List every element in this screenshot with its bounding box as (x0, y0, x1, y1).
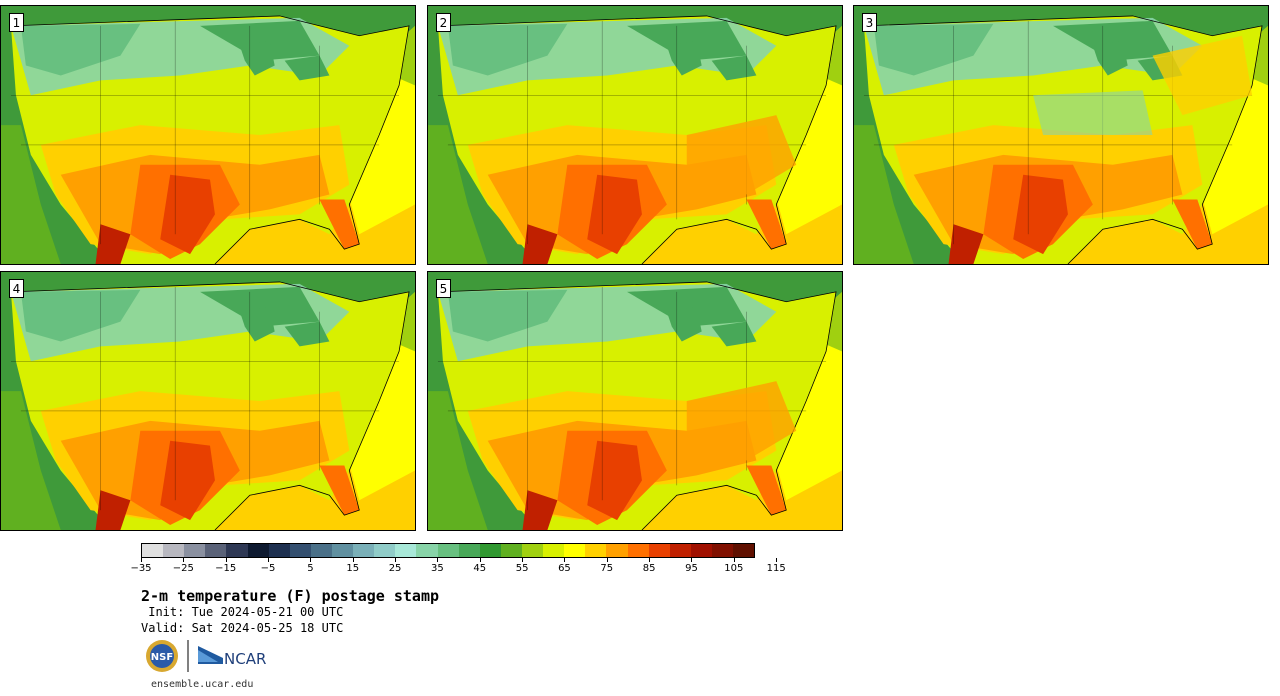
colorbar-tick-label: 105 (724, 563, 744, 574)
colorbar-swatch (289, 544, 311, 557)
colorbar-swatch (268, 544, 290, 557)
colorbar-swatch (543, 544, 565, 557)
colorbar-swatch (163, 544, 185, 557)
colorbar-swatch (353, 544, 375, 557)
colorbar-swatch (416, 544, 438, 557)
colorbar-tick-label: 65 (558, 563, 571, 574)
colorbar-swatch (331, 544, 354, 557)
colorbar-swatch (606, 544, 628, 557)
colorbar-tick (310, 558, 312, 562)
colorbar-swatch (564, 544, 586, 557)
init-time: Init: Tue 2024-05-21 00 UTC (141, 605, 344, 619)
panel-number-label: 2 (436, 13, 451, 32)
map-panel-2: 2 (427, 5, 843, 265)
colorbar-swatch (479, 544, 501, 557)
colorbar-tick-label: 115 (766, 563, 786, 574)
colorbar-tick-label: 15 (346, 563, 360, 574)
colorbar-tick-label: 25 (388, 563, 402, 574)
map-panel-3: 3 (853, 5, 1269, 265)
valid-time: Valid: Sat 2024-05-25 18 UTC (141, 621, 344, 635)
colorbar-swatch (184, 544, 206, 557)
colorbar-tick-label: 75 (600, 563, 614, 574)
colorbar-ticks: −35 −25 −15 −5 5 15 25 35 45 55 65 75 85 95 105 115 (130, 558, 786, 578)
map-svg (428, 6, 842, 264)
panel-number-label: 5 (436, 279, 451, 298)
nsf-logo-text: NSF (151, 652, 173, 663)
colorbar-tick (225, 558, 227, 562)
colorbar-tick (437, 558, 439, 562)
colorbar-tick (352, 558, 354, 562)
panel-number-label: 4 (9, 279, 24, 298)
map-svg (1, 272, 415, 530)
colorbar-tick-label: 55 (515, 563, 529, 574)
colorbar-tick (691, 558, 693, 562)
colorbar-swatch (437, 544, 459, 557)
colorbar-tick-label: 35 (431, 563, 444, 574)
colorbar-swatch (648, 544, 670, 557)
colorbar-tick-label: 45 (473, 563, 487, 574)
panel-number-label: 3 (862, 13, 877, 32)
colorbar-swatch (395, 544, 417, 557)
colorbar-tick (479, 558, 481, 562)
colorbar-tick-label: 5 (307, 563, 314, 574)
colorbar-tick (395, 558, 397, 562)
colorbar-swatch (205, 544, 227, 557)
map-svg (1, 6, 415, 264)
colorbar-swatch (521, 544, 544, 557)
colorbar-swatch (733, 544, 755, 557)
logos: NSF NCAR (146, 640, 266, 672)
colorbar (141, 543, 755, 558)
colorbar-tick-label: −5 (260, 563, 276, 574)
colorbar-tick (649, 558, 651, 562)
colorbar-tick (268, 558, 270, 562)
colorbar-swatch (627, 544, 649, 557)
colorbar-swatch (690, 544, 712, 557)
colorbar-swatch (585, 544, 607, 557)
ncar-logo-text: NCAR (224, 650, 266, 668)
colorbar-swatch (247, 544, 269, 557)
colorbar-swatch (711, 544, 734, 557)
colorbar-swatch (374, 544, 396, 557)
colorbar-tick (141, 558, 142, 562)
colorbar-swatch (458, 544, 480, 557)
map-panel-1: 1 (0, 5, 416, 265)
map-svg (428, 272, 842, 530)
colorbar-tick (522, 558, 524, 562)
colorbar-tick-label: −15 (215, 563, 237, 574)
colorbar-tick (606, 558, 608, 562)
colorbar-tick-label: −25 (172, 563, 194, 574)
map-panel-5: 5 (427, 271, 843, 531)
colorbar-swatch (142, 544, 164, 557)
colorbar-swatch (669, 544, 691, 557)
colorbar-tick-label: 95 (685, 563, 698, 574)
colorbar-swatch (226, 544, 248, 557)
colorbar-tick-label: −35 (130, 563, 152, 574)
colorbar-tick (776, 558, 778, 562)
colorbar-swatch (500, 544, 522, 557)
colorbar-tick (183, 558, 185, 562)
nsf-logo-icon: NSF (146, 640, 178, 672)
colorbar-swatch (310, 544, 332, 557)
colorbar-tick (564, 558, 566, 562)
colorbar-tick-label: 85 (642, 563, 656, 574)
colorbar-tick (733, 558, 735, 562)
panel-number-label: 1 (9, 13, 24, 32)
ncar-logo-icon: NCAR (198, 646, 266, 668)
map-title: 2-m temperature (F) postage stamp (141, 587, 440, 605)
map-svg (854, 6, 1268, 264)
site-url: ensemble.ucar.edu (151, 679, 254, 690)
map-panel-4: 4 (0, 271, 416, 531)
